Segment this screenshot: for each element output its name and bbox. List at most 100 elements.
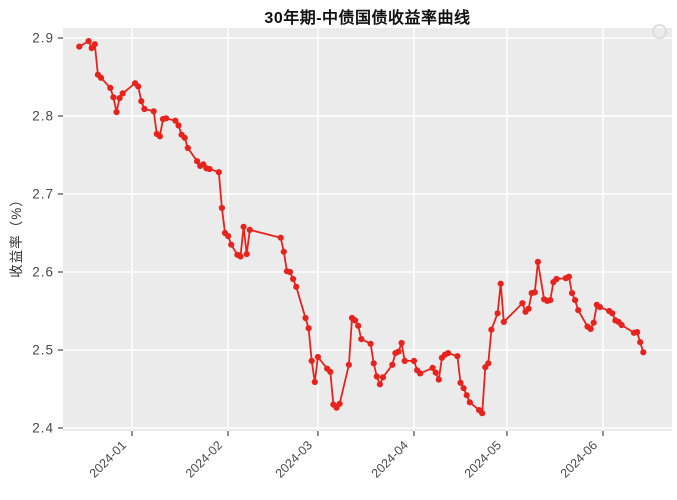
data-point: [215, 169, 222, 176]
data-point: [194, 158, 201, 165]
y-tick-label: 2.8: [32, 109, 54, 124]
data-point: [184, 144, 191, 152]
x-tick-label: 2024-02: [183, 438, 225, 480]
data-point: [640, 349, 647, 356]
data-point: [389, 361, 396, 368]
x-tick-label: 2024-03: [273, 438, 315, 480]
data-point: [460, 385, 467, 392]
data-point: [373, 373, 380, 380]
data-point: [91, 41, 98, 48]
data-point: [305, 325, 312, 332]
data-point: [637, 339, 644, 346]
data-point: [398, 339, 405, 347]
data-point: [110, 94, 117, 101]
data-point: [163, 115, 170, 122]
y-tick-label: 2.7: [32, 187, 54, 202]
data-point: [172, 117, 179, 124]
data-point: [141, 105, 148, 113]
data-point: [376, 381, 383, 388]
y-tick-label: 2.6: [32, 265, 54, 280]
data-point: [429, 364, 436, 371]
data-point: [308, 357, 315, 364]
data-point: [181, 134, 188, 141]
data-point: [432, 369, 439, 376]
data-point: [302, 314, 309, 322]
y-tick-label: 2.5: [32, 343, 54, 358]
data-point: [345, 361, 352, 368]
data-point: [352, 317, 359, 324]
data-point: [575, 307, 582, 314]
data-point: [240, 223, 247, 230]
data-point: [534, 258, 542, 265]
data-point: [454, 353, 461, 360]
data-point: [463, 392, 470, 399]
data-point: [590, 319, 597, 326]
chart-title: 30年期-中债国债收益率曲线: [264, 10, 471, 27]
data-point: [500, 318, 507, 325]
data-point: [572, 297, 579, 304]
data-point: [150, 108, 157, 115]
data-point: [336, 400, 343, 407]
data-point: [358, 336, 365, 343]
data-point: [119, 90, 126, 97]
data-point: [457, 379, 464, 386]
data-point: [228, 241, 235, 248]
data-point: [237, 253, 244, 260]
data-point: [218, 204, 225, 212]
data-point: [370, 360, 377, 367]
y-tick-label: 2.9: [32, 31, 54, 46]
data-point: [314, 353, 321, 361]
data-point: [290, 275, 297, 283]
data-point: [367, 340, 374, 347]
data-point: [243, 251, 250, 258]
x-tick-label: 2024-04: [369, 438, 411, 480]
data-point: [568, 290, 576, 297]
data-point: [553, 275, 560, 283]
data-point: [410, 357, 418, 364]
plot-background: [63, 28, 672, 431]
data-point: [135, 83, 142, 90]
x-tick-label: 2024-01: [87, 438, 129, 480]
data-point: [547, 297, 554, 304]
data-point: [587, 325, 594, 332]
data-point: [417, 370, 424, 377]
data-point: [293, 283, 300, 290]
data-point: [634, 329, 641, 336]
data-point: [485, 360, 492, 367]
data-point: [445, 350, 452, 357]
data-point: [435, 376, 442, 383]
x-tick-label: 2024-06: [558, 438, 600, 480]
data-point: [355, 322, 362, 329]
data-point: [379, 374, 387, 381]
data-point: [225, 233, 232, 240]
data-point: [107, 84, 114, 91]
data-point: [596, 304, 604, 311]
data-point: [466, 399, 473, 406]
y-tick-label: 2.4: [32, 421, 54, 436]
data-point: [113, 109, 120, 116]
data-point: [395, 348, 402, 355]
data-point: [488, 326, 495, 333]
data-point: [85, 38, 92, 45]
data-point: [497, 280, 504, 287]
data-point: [401, 357, 408, 364]
data-point: [156, 133, 163, 140]
x-tick-label: 2024-05: [462, 438, 504, 480]
data-point: [246, 226, 253, 233]
data-point: [311, 378, 318, 386]
data-point: [206, 165, 213, 173]
data-point: [175, 122, 182, 129]
data-point: [479, 410, 486, 417]
data-point: [76, 43, 83, 50]
data-point: [519, 300, 526, 307]
data-point: [565, 273, 573, 280]
data-point: [116, 95, 123, 102]
data-point: [280, 248, 287, 255]
data-point: [97, 74, 105, 81]
data-point: [494, 310, 501, 317]
data-point: [277, 234, 284, 241]
data-point: [138, 98, 145, 105]
data-point: [609, 310, 616, 317]
